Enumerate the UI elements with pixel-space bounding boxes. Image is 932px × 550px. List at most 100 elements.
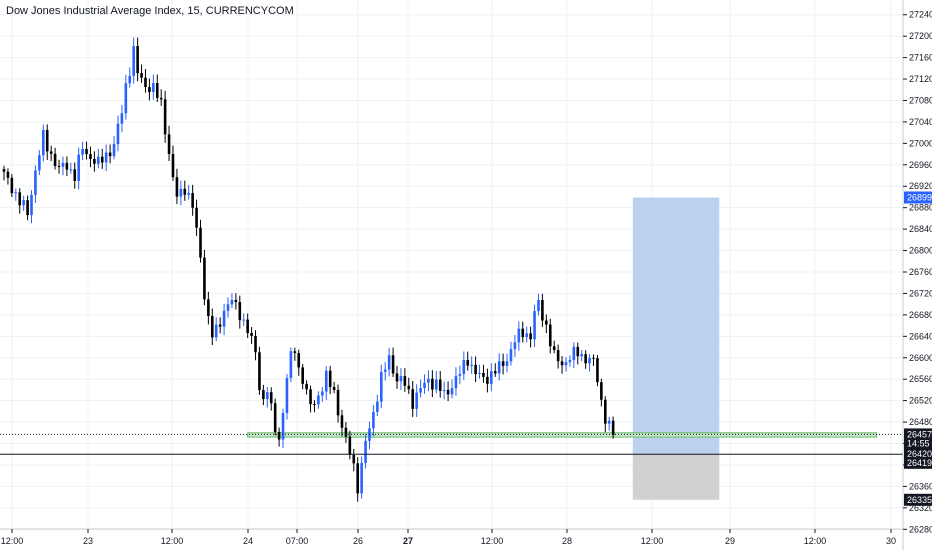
candle-body [537, 300, 540, 312]
candle-up [376, 394, 379, 416]
candle-up [525, 326, 528, 343]
candle-down [163, 90, 167, 143]
candle-body [588, 357, 591, 364]
candle-up [364, 434, 367, 469]
candle-up [77, 147, 80, 190]
candle-down [611, 416, 615, 439]
candle-up [116, 115, 120, 152]
candle-down [576, 342, 580, 365]
time-tick-label: 12:00 [481, 536, 504, 546]
candle-body [336, 389, 340, 416]
candle-body [250, 332, 253, 336]
candle-down [250, 327, 253, 345]
price-badge-bg [904, 437, 932, 450]
candle-body [556, 350, 560, 362]
candle-body [175, 177, 179, 197]
candle-down [269, 387, 273, 411]
candle-up [321, 387, 324, 402]
candle-up [214, 317, 218, 342]
candle-down [167, 125, 171, 162]
candle-body [293, 351, 297, 354]
candle-up [281, 408, 285, 449]
time-tick-label: 12:00 [804, 536, 827, 546]
candle-body [462, 360, 466, 375]
candle-down [313, 400, 316, 413]
candle-body [438, 379, 442, 391]
candle-up [568, 355, 572, 367]
candle-up [152, 74, 155, 100]
chart-title: Dow Jones Industrial Average Index, 15, … [6, 5, 294, 17]
candle-up [242, 313, 246, 326]
candle-up [379, 364, 383, 409]
candle-up [317, 391, 320, 409]
candle-body [203, 257, 206, 300]
price-tick-label: 27160 [909, 53, 932, 63]
price-badge-label: 26420 [907, 449, 932, 459]
candle-down [446, 381, 450, 402]
candle-body [352, 454, 356, 464]
candle-body [584, 354, 587, 364]
candle-body [505, 361, 509, 366]
candle-body [470, 364, 473, 366]
candle-down [529, 326, 532, 348]
candle-down [340, 409, 344, 437]
candle-down [344, 422, 348, 443]
candle-body [317, 395, 320, 405]
candle-up [61, 156, 65, 176]
candle-body [89, 154, 92, 159]
candle-body [309, 389, 312, 405]
candle-down [10, 174, 14, 197]
candle-down [309, 385, 312, 413]
candle-up [513, 335, 517, 357]
candle-body [568, 360, 572, 363]
candle-body [234, 299, 238, 303]
candle-up [266, 387, 269, 408]
candle-down [199, 219, 202, 263]
candle-body [254, 335, 257, 353]
candle-up [360, 456, 363, 499]
zone-layer [247, 197, 877, 500]
candle-down [277, 427, 281, 447]
candle-up [399, 368, 403, 390]
candle-body [269, 392, 273, 404]
price-badge: 26335 [904, 493, 932, 506]
candle-body [521, 328, 525, 338]
candle-down [144, 69, 147, 93]
time-tick-label: 12:00 [161, 536, 184, 546]
candle-body [387, 355, 391, 370]
candle-layer [2, 37, 615, 502]
candle-down [273, 398, 277, 436]
candle-down [26, 195, 29, 221]
candle-down [159, 89, 163, 106]
candle-down [210, 308, 214, 345]
candle-up [112, 135, 116, 160]
time-axis[interactable]: 12:00 23 12:00 24 07:00 26 27 12:00 28 12:00 29 12:… [1, 529, 896, 546]
candle-body [332, 386, 336, 390]
candle-down [254, 330, 257, 361]
candle-body [415, 392, 418, 409]
candle-body [395, 373, 399, 382]
candle-down [328, 365, 332, 395]
candle-body [155, 83, 159, 98]
candle-body [324, 370, 328, 392]
price-tick-label: 26560 [909, 374, 932, 384]
candle-body [100, 156, 104, 163]
candle-body [450, 388, 454, 395]
candle-body [533, 311, 536, 340]
candle-down [218, 317, 222, 334]
price-tick-label: 27000 [909, 138, 932, 148]
candle-body [313, 404, 316, 406]
candle-body [93, 158, 96, 164]
candle-body [81, 148, 84, 155]
candle-up [427, 370, 430, 392]
price-badge-label: 26457 [907, 429, 932, 439]
candle-body [592, 357, 595, 359]
candle-body [214, 324, 218, 338]
candle-body [490, 371, 493, 384]
candle-body [411, 389, 415, 409]
candle-down [148, 78, 151, 101]
candle-down [548, 318, 552, 354]
candle-down [136, 37, 139, 82]
candle-body [77, 154, 80, 181]
